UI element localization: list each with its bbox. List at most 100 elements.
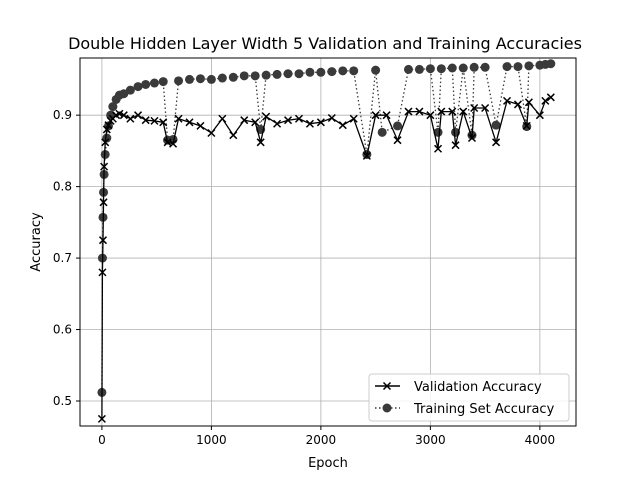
data-point bbox=[426, 111, 435, 120]
data-point bbox=[377, 127, 387, 137]
data-point bbox=[134, 111, 143, 120]
data-point bbox=[535, 111, 544, 120]
data-point bbox=[239, 71, 249, 81]
legend-training-marker bbox=[382, 403, 392, 413]
data-point bbox=[349, 66, 359, 76]
data-point bbox=[522, 121, 531, 130]
data-point bbox=[382, 111, 391, 120]
series-training bbox=[97, 59, 556, 397]
data-point bbox=[480, 62, 490, 72]
x-tick-label: 0 bbox=[98, 433, 106, 447]
data-point bbox=[294, 114, 304, 123]
data-point bbox=[251, 118, 260, 127]
data-point bbox=[546, 93, 555, 102]
data-point bbox=[261, 70, 271, 80]
data-point bbox=[469, 62, 479, 72]
data-point bbox=[240, 116, 249, 125]
data-point bbox=[434, 144, 443, 153]
data-point bbox=[273, 119, 282, 128]
data-point bbox=[158, 77, 168, 87]
data-point bbox=[217, 73, 227, 83]
data-point bbox=[294, 69, 304, 79]
data-point bbox=[126, 114, 135, 123]
data-point bbox=[492, 138, 501, 147]
data-point bbox=[524, 61, 534, 71]
data-point bbox=[327, 67, 337, 77]
data-point bbox=[513, 100, 522, 109]
data-point bbox=[108, 102, 118, 112]
data-point bbox=[425, 64, 435, 74]
data-point bbox=[316, 118, 325, 127]
data-point bbox=[102, 133, 112, 143]
data-point bbox=[524, 98, 533, 107]
data-point bbox=[338, 66, 348, 76]
data-point bbox=[98, 236, 108, 245]
data-point bbox=[305, 67, 315, 77]
data-point bbox=[218, 114, 227, 123]
data-point bbox=[362, 151, 371, 160]
data-point bbox=[305, 119, 314, 128]
x-tick-label: 3000 bbox=[415, 433, 446, 447]
data-point bbox=[97, 414, 106, 423]
data-point bbox=[184, 74, 194, 84]
data-point bbox=[338, 121, 347, 130]
data-point bbox=[513, 62, 523, 72]
data-point bbox=[316, 67, 326, 77]
data-point bbox=[436, 64, 446, 74]
data-point bbox=[284, 116, 293, 125]
data-point bbox=[119, 89, 129, 99]
data-point bbox=[115, 109, 124, 118]
data-point bbox=[125, 85, 135, 95]
series-layer bbox=[97, 59, 556, 423]
data-point bbox=[491, 120, 501, 130]
legend-validation-label: Validation Accuracy bbox=[414, 380, 542, 395]
data-point bbox=[228, 72, 238, 82]
y-tick-label: 0.6 bbox=[53, 323, 72, 337]
data-point bbox=[100, 162, 109, 171]
data-point bbox=[133, 82, 143, 92]
data-point bbox=[174, 76, 184, 86]
y-tick-label: 0.9 bbox=[53, 108, 72, 122]
data-point bbox=[481, 103, 490, 113]
legend: Validation Accuracy Training Set Accurac… bbox=[368, 373, 570, 422]
data-point bbox=[98, 268, 107, 277]
data-point bbox=[403, 64, 413, 74]
data-point bbox=[451, 141, 460, 150]
data-point bbox=[393, 136, 402, 145]
data-point bbox=[174, 114, 183, 123]
data-point bbox=[207, 128, 216, 138]
axis-ticks: 0 1000 2000 3000 4000 0.5 0.6 0.7 0.8 0.9 bbox=[53, 108, 555, 447]
x-tick-label: 2000 bbox=[306, 433, 337, 447]
data-point bbox=[101, 138, 110, 147]
data-point bbox=[414, 64, 424, 74]
data-point bbox=[459, 107, 468, 116]
data-point bbox=[448, 107, 457, 116]
data-point bbox=[349, 114, 358, 123]
data-point bbox=[195, 74, 205, 84]
plot-area-frame bbox=[79, 57, 577, 427]
legend-box bbox=[368, 373, 570, 422]
data-point bbox=[371, 111, 380, 120]
data-point bbox=[206, 74, 216, 84]
y-tick-label: 0.8 bbox=[53, 180, 72, 194]
data-point bbox=[149, 78, 159, 88]
data-point bbox=[196, 121, 205, 130]
y-tick-label: 0.7 bbox=[53, 251, 72, 265]
data-point bbox=[102, 125, 111, 134]
legend-training-label: Training Set Accuracy bbox=[413, 402, 555, 417]
x-tick-label: 1000 bbox=[196, 433, 227, 447]
data-point bbox=[150, 116, 159, 125]
data-point bbox=[502, 62, 512, 72]
data-point bbox=[159, 118, 168, 127]
data-point bbox=[256, 138, 265, 147]
y-tick-label: 0.5 bbox=[53, 394, 72, 408]
data-point bbox=[541, 96, 550, 105]
legend-validation-marker bbox=[382, 381, 392, 391]
data-point bbox=[185, 118, 194, 127]
data-point bbox=[327, 113, 336, 123]
data-point bbox=[272, 69, 282, 79]
series-validation bbox=[97, 93, 555, 423]
data-point bbox=[104, 121, 113, 130]
data-point bbox=[119, 111, 128, 120]
